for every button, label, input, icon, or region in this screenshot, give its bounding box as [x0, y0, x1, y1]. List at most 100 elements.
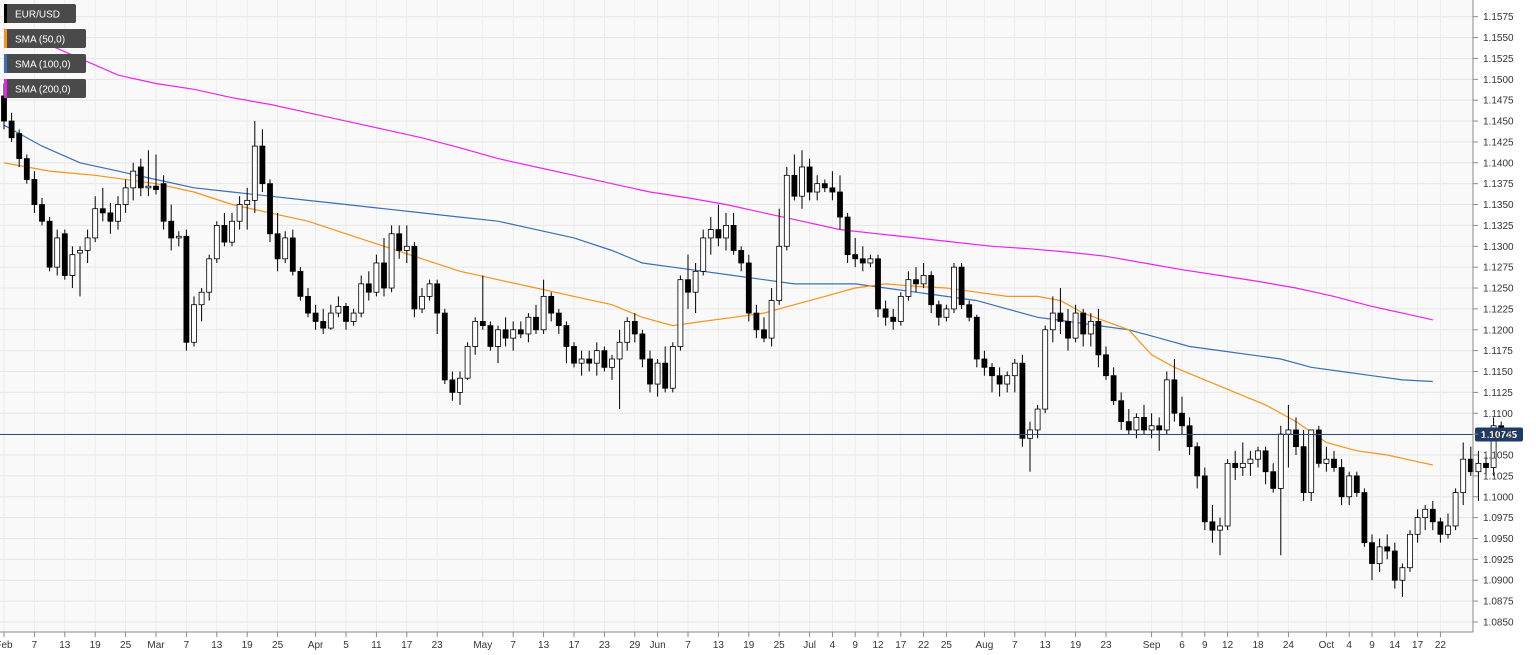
candle: [426, 279, 433, 301]
candle: [973, 314, 980, 368]
candle-body-down: [381, 262, 387, 289]
candle: [289, 229, 296, 276]
candle: [935, 300, 942, 326]
candle: [1217, 517, 1223, 556]
legend-label: EUR/USD: [15, 10, 60, 21]
x-tick-label: 9: [1369, 640, 1375, 651]
candle: [677, 275, 684, 351]
candle: [806, 158, 813, 201]
y-tick-label: 1.1300: [1483, 242, 1514, 253]
candle-body-up: [1004, 375, 1011, 385]
candle-body-down: [1232, 462, 1239, 468]
x-tick-label: 17: [895, 640, 907, 651]
candle: [130, 162, 137, 201]
legend-entry[interactable]: SMA (200,0): [4, 79, 86, 98]
candle-body-up: [115, 204, 121, 222]
candle-body-up: [175, 235, 182, 239]
candle: [753, 304, 760, 339]
candle: [1065, 308, 1071, 351]
legend-entry[interactable]: SMA (100,0): [4, 54, 86, 73]
candle: [213, 221, 220, 263]
x-tick-label: Apr: [308, 640, 324, 651]
candle-body-down: [1391, 550, 1398, 581]
y-tick-label: 1.1250: [1483, 284, 1514, 295]
candle: [1353, 471, 1360, 497]
candle-body-up: [1224, 462, 1231, 527]
candle-body-down: [981, 358, 988, 368]
candle: [715, 204, 722, 247]
y-tick-label: 1.1500: [1483, 75, 1514, 86]
candle: [920, 262, 927, 289]
candle: [1224, 459, 1231, 531]
candle-body-down: [1262, 450, 1269, 473]
candle-body-down: [662, 362, 669, 389]
candle-body-up: [1277, 433, 1284, 489]
candle: [768, 288, 775, 347]
candle: [145, 150, 152, 197]
y-tick-label: 1.1100: [1483, 409, 1513, 420]
candle-body-up: [905, 279, 912, 297]
candle: [1179, 396, 1185, 435]
candle: [191, 296, 197, 347]
candle: [39, 197, 45, 226]
candle: [639, 329, 646, 368]
y-tick-label: 1.1475: [1483, 96, 1514, 107]
candle-body-down: [365, 283, 372, 293]
candle: [761, 317, 767, 343]
candle-body-up: [419, 295, 425, 310]
candle-body-down: [647, 358, 653, 385]
candle-body-up: [723, 225, 729, 239]
y-tick-label: 1.1400: [1483, 158, 1514, 169]
candle: [441, 308, 448, 385]
candle-body-down: [1429, 508, 1436, 523]
candle: [1323, 446, 1330, 472]
candle-body-down: [1186, 425, 1193, 448]
candle: [692, 262, 699, 314]
candle-body-down: [837, 191, 843, 218]
candle-body-down: [791, 174, 798, 197]
candle: [107, 202, 114, 234]
candle-body-up: [229, 220, 235, 243]
candle-body-down: [320, 321, 327, 329]
candle-body-up: [198, 291, 205, 306]
candle-body-down: [829, 187, 836, 193]
x-tick-label: 6: [1179, 640, 1185, 651]
x-tick-label: 13: [59, 640, 71, 651]
candle: [1019, 354, 1026, 447]
candle: [1422, 505, 1429, 531]
candle-body-down: [966, 304, 973, 318]
candle-body-down: [1, 95, 7, 122]
candle-body-up: [335, 305, 342, 314]
y-tick-label: 1.1200: [1483, 325, 1514, 336]
candle-body-down: [1118, 400, 1125, 423]
candle: [616, 329, 623, 410]
y-tick-label: 1.1075: [1483, 430, 1514, 441]
y-tick-label: 1.1025: [1483, 471, 1514, 482]
candle-body-up: [578, 358, 585, 364]
candle: [221, 212, 228, 247]
x-tick-label: 7: [510, 640, 516, 651]
candle: [1232, 450, 1239, 481]
current-price: 1.10745: [0, 427, 1523, 442]
candle-body-down: [571, 346, 577, 364]
candle-body-down: [685, 279, 691, 293]
legend-entry[interactable]: EUR/USD: [4, 4, 76, 23]
x-tick-label: 25: [774, 640, 786, 651]
candle-body-down: [1019, 362, 1026, 439]
candle-body-up: [783, 174, 790, 247]
y-tick-label: 1.0850: [1483, 617, 1514, 628]
candle-body-down: [107, 212, 114, 222]
x-tick-label: 14: [1389, 640, 1401, 651]
candle: [510, 321, 517, 351]
legend-swatch: [4, 54, 7, 73]
x-tick-label: 7: [184, 640, 190, 651]
candle: [624, 317, 631, 351]
legend-entry[interactable]: SMA (50,0): [4, 29, 86, 48]
candle: [1300, 429, 1307, 501]
candle-body-down: [852, 254, 859, 260]
y-tick-label: 1.1050: [1483, 451, 1514, 462]
x-tick-label: Oct: [1319, 640, 1335, 651]
y-tick-label: 1.0975: [1483, 513, 1514, 524]
candle: [989, 363, 995, 393]
candle: [502, 317, 509, 347]
